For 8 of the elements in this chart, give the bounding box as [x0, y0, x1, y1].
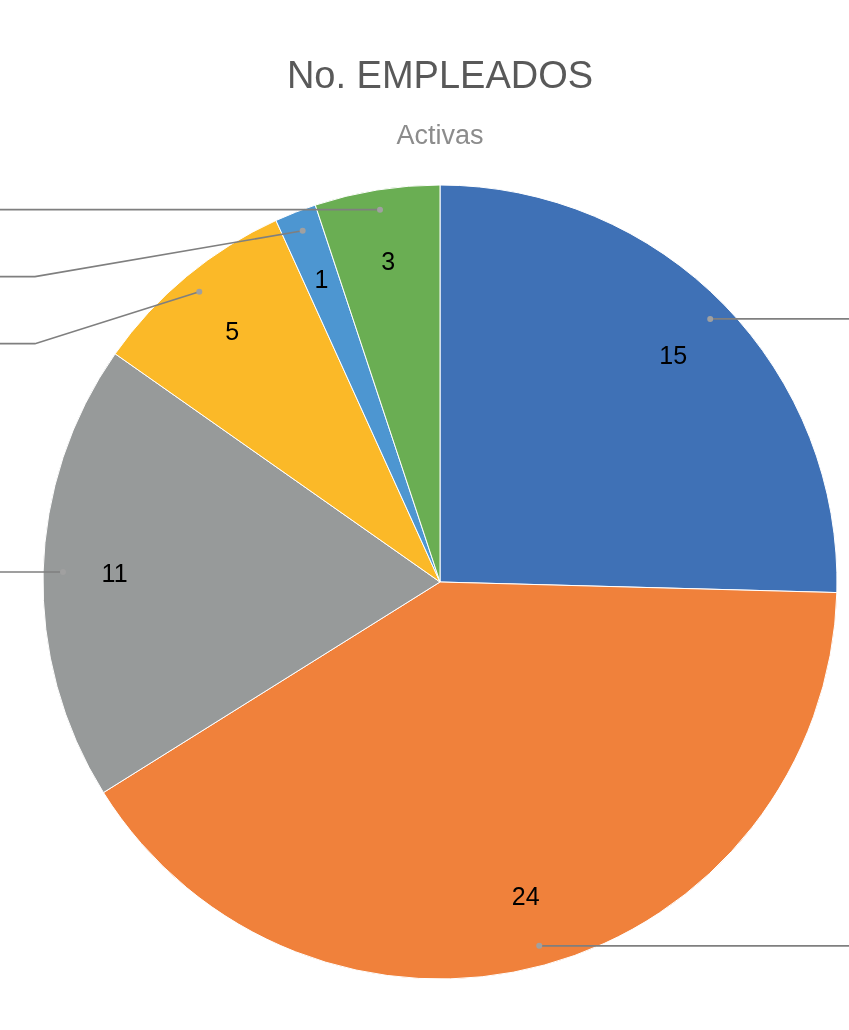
chart-subtitle: Activas [396, 120, 484, 150]
data-label: 3 [381, 246, 396, 275]
data-label: 11 [101, 559, 128, 588]
data-label: 1 [314, 264, 329, 293]
data-label: 5 [225, 317, 240, 346]
data-label: 24 [511, 882, 540, 911]
data-label: 15 [659, 340, 688, 369]
chart-title: No. EMPLEADOS [286, 54, 594, 96]
